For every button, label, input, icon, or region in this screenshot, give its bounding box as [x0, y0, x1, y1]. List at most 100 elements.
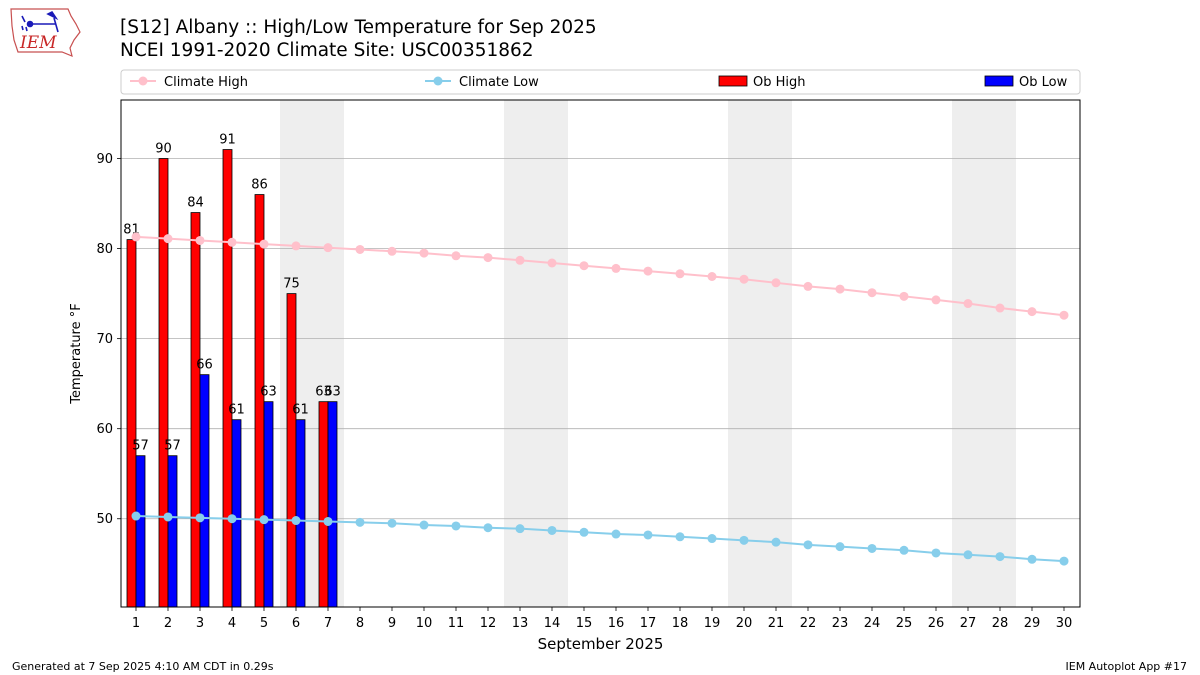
climate-high-point-17	[643, 266, 653, 276]
x-tick-label-3: 3	[196, 616, 204, 631]
ob-low-bar-2	[167, 455, 178, 608]
y-tick-label-70: 70	[96, 332, 113, 347]
climate-high-point-21	[771, 278, 781, 288]
climate-low-point-23	[835, 542, 845, 552]
climate-high-point-26	[931, 295, 941, 305]
ob-low-label-6: 61	[292, 403, 309, 418]
climate-low-point-1	[131, 511, 141, 521]
ob-high-label-7: 63	[315, 385, 332, 400]
x-tick-label-25: 25	[896, 616, 913, 631]
ob-high-label-2: 90	[155, 142, 172, 157]
legend-climate-low-label: Climate Low	[459, 75, 539, 90]
x-tick-label-26: 26	[928, 616, 945, 631]
climate-low-point-11	[451, 521, 461, 531]
ob-high-bar-6	[286, 293, 297, 608]
climate-low-point-18	[675, 532, 685, 542]
x-tick-label-19: 19	[704, 616, 721, 631]
climate-high-point-12	[483, 253, 493, 263]
ob-low-label-2: 57	[164, 439, 181, 454]
app-credit: IEM Autoplot App #17	[1065, 660, 1188, 673]
x-tick-label-7: 7	[324, 616, 332, 631]
climate-high-point-10	[419, 248, 429, 258]
x-tick-label-1: 1	[132, 616, 140, 631]
x-tick-label-20: 20	[736, 616, 753, 631]
x-tick-label-13: 13	[512, 616, 529, 631]
climate-low-line	[135, 515, 1065, 563]
climate-low-point-30	[1059, 556, 1069, 566]
x-tick-label-27: 27	[960, 616, 977, 631]
climate-high-point-13	[515, 255, 525, 265]
x-axis-label: September 2025	[538, 635, 664, 653]
x-tick-label-21: 21	[768, 616, 785, 631]
x-tick-label-24: 24	[864, 616, 881, 631]
ob-high-bar-4	[222, 149, 233, 608]
climate-low-point-19	[707, 534, 717, 544]
y-axis-label: Temperature °F	[69, 303, 84, 404]
ob-low-label-5: 63	[260, 385, 277, 400]
climate-high-point-9	[387, 246, 397, 256]
climate-high-point-25	[899, 291, 909, 301]
y-tick-label-80: 80	[96, 242, 113, 257]
climate-low-point-27	[963, 550, 973, 560]
ob-high-label-3: 84	[187, 196, 204, 211]
legend-climate-low-swatch-marker	[433, 76, 443, 86]
generated-note: Generated at 7 Sep 2025 4:10 AM CDT in 0…	[12, 660, 274, 673]
plot-frame	[120, 99, 1081, 608]
climate-high-point-1	[131, 232, 141, 242]
legend-ob-low-label: Ob Low	[1019, 75, 1068, 90]
climate-high-point-28	[995, 303, 1005, 313]
x-tick-label-16: 16	[608, 616, 625, 631]
climate-high-point-5	[259, 239, 269, 249]
climate-high-point-11	[451, 251, 461, 261]
climate-low-point-26	[931, 548, 941, 558]
ob-high-bar-5	[254, 194, 265, 608]
ob-low-bar-6	[295, 419, 306, 608]
chart-subtitle: NCEI 1991-2020 Climate Site: USC00351862	[120, 40, 534, 61]
x-tick-label-6: 6	[292, 616, 300, 631]
climate-high-point-30	[1059, 310, 1069, 320]
ob-high-bar-3	[190, 212, 201, 608]
x-tick-label-12: 12	[480, 616, 497, 631]
x-tick-label-10: 10	[416, 616, 433, 631]
ob-low-label-7: 63	[324, 385, 341, 400]
x-tick-label-29: 29	[1024, 616, 1041, 631]
climate-low-point-21	[771, 537, 781, 547]
legend-climate-high-swatch-marker	[138, 76, 148, 86]
x-tick-label-23: 23	[832, 616, 849, 631]
legend-ob-high-swatch	[718, 75, 748, 87]
climate-high-point-23	[835, 284, 845, 294]
climate-high-point-6	[291, 241, 301, 251]
iowa-outline	[10, 8, 81, 57]
weather-station-icon	[21, 10, 59, 33]
iem-logo-text: IEM	[19, 33, 57, 53]
climate-low-point-20	[739, 535, 749, 545]
ob-high-bar-7	[318, 401, 329, 608]
climate-low-point-28	[995, 552, 1005, 562]
ob-low-label-4: 61	[228, 403, 245, 418]
climate-low-point-10	[419, 520, 429, 530]
x-tick-label-14: 14	[544, 616, 561, 631]
iem-logo: IEM	[10, 8, 81, 57]
climate-high-point-22	[803, 281, 813, 291]
x-tick-label-9: 9	[388, 616, 396, 631]
climate-high-point-2	[163, 234, 173, 244]
y-tick-label-60: 60	[96, 422, 113, 437]
weekend-band-2	[728, 100, 792, 607]
climate-high-point-29	[1027, 307, 1037, 317]
climate-low-point-13	[515, 524, 525, 534]
x-tick-label-18: 18	[672, 616, 689, 631]
ob-low-bar-5	[263, 401, 274, 608]
climate-low-point-9	[387, 518, 397, 528]
climate-high-point-24	[867, 288, 877, 298]
climate-low-point-3	[195, 513, 205, 523]
x-tick-label-2: 2	[164, 616, 172, 631]
x-tick-label-5: 5	[260, 616, 268, 631]
climate-high-point-16	[611, 263, 621, 273]
climate-high-line	[135, 235, 1065, 317]
ob-high-label-6: 75	[283, 277, 300, 292]
weekend-band-1	[504, 100, 568, 607]
climate-low-point-25	[899, 545, 909, 555]
climate-high-point-3	[195, 235, 205, 245]
ob-low-label-3: 66	[196, 358, 213, 373]
